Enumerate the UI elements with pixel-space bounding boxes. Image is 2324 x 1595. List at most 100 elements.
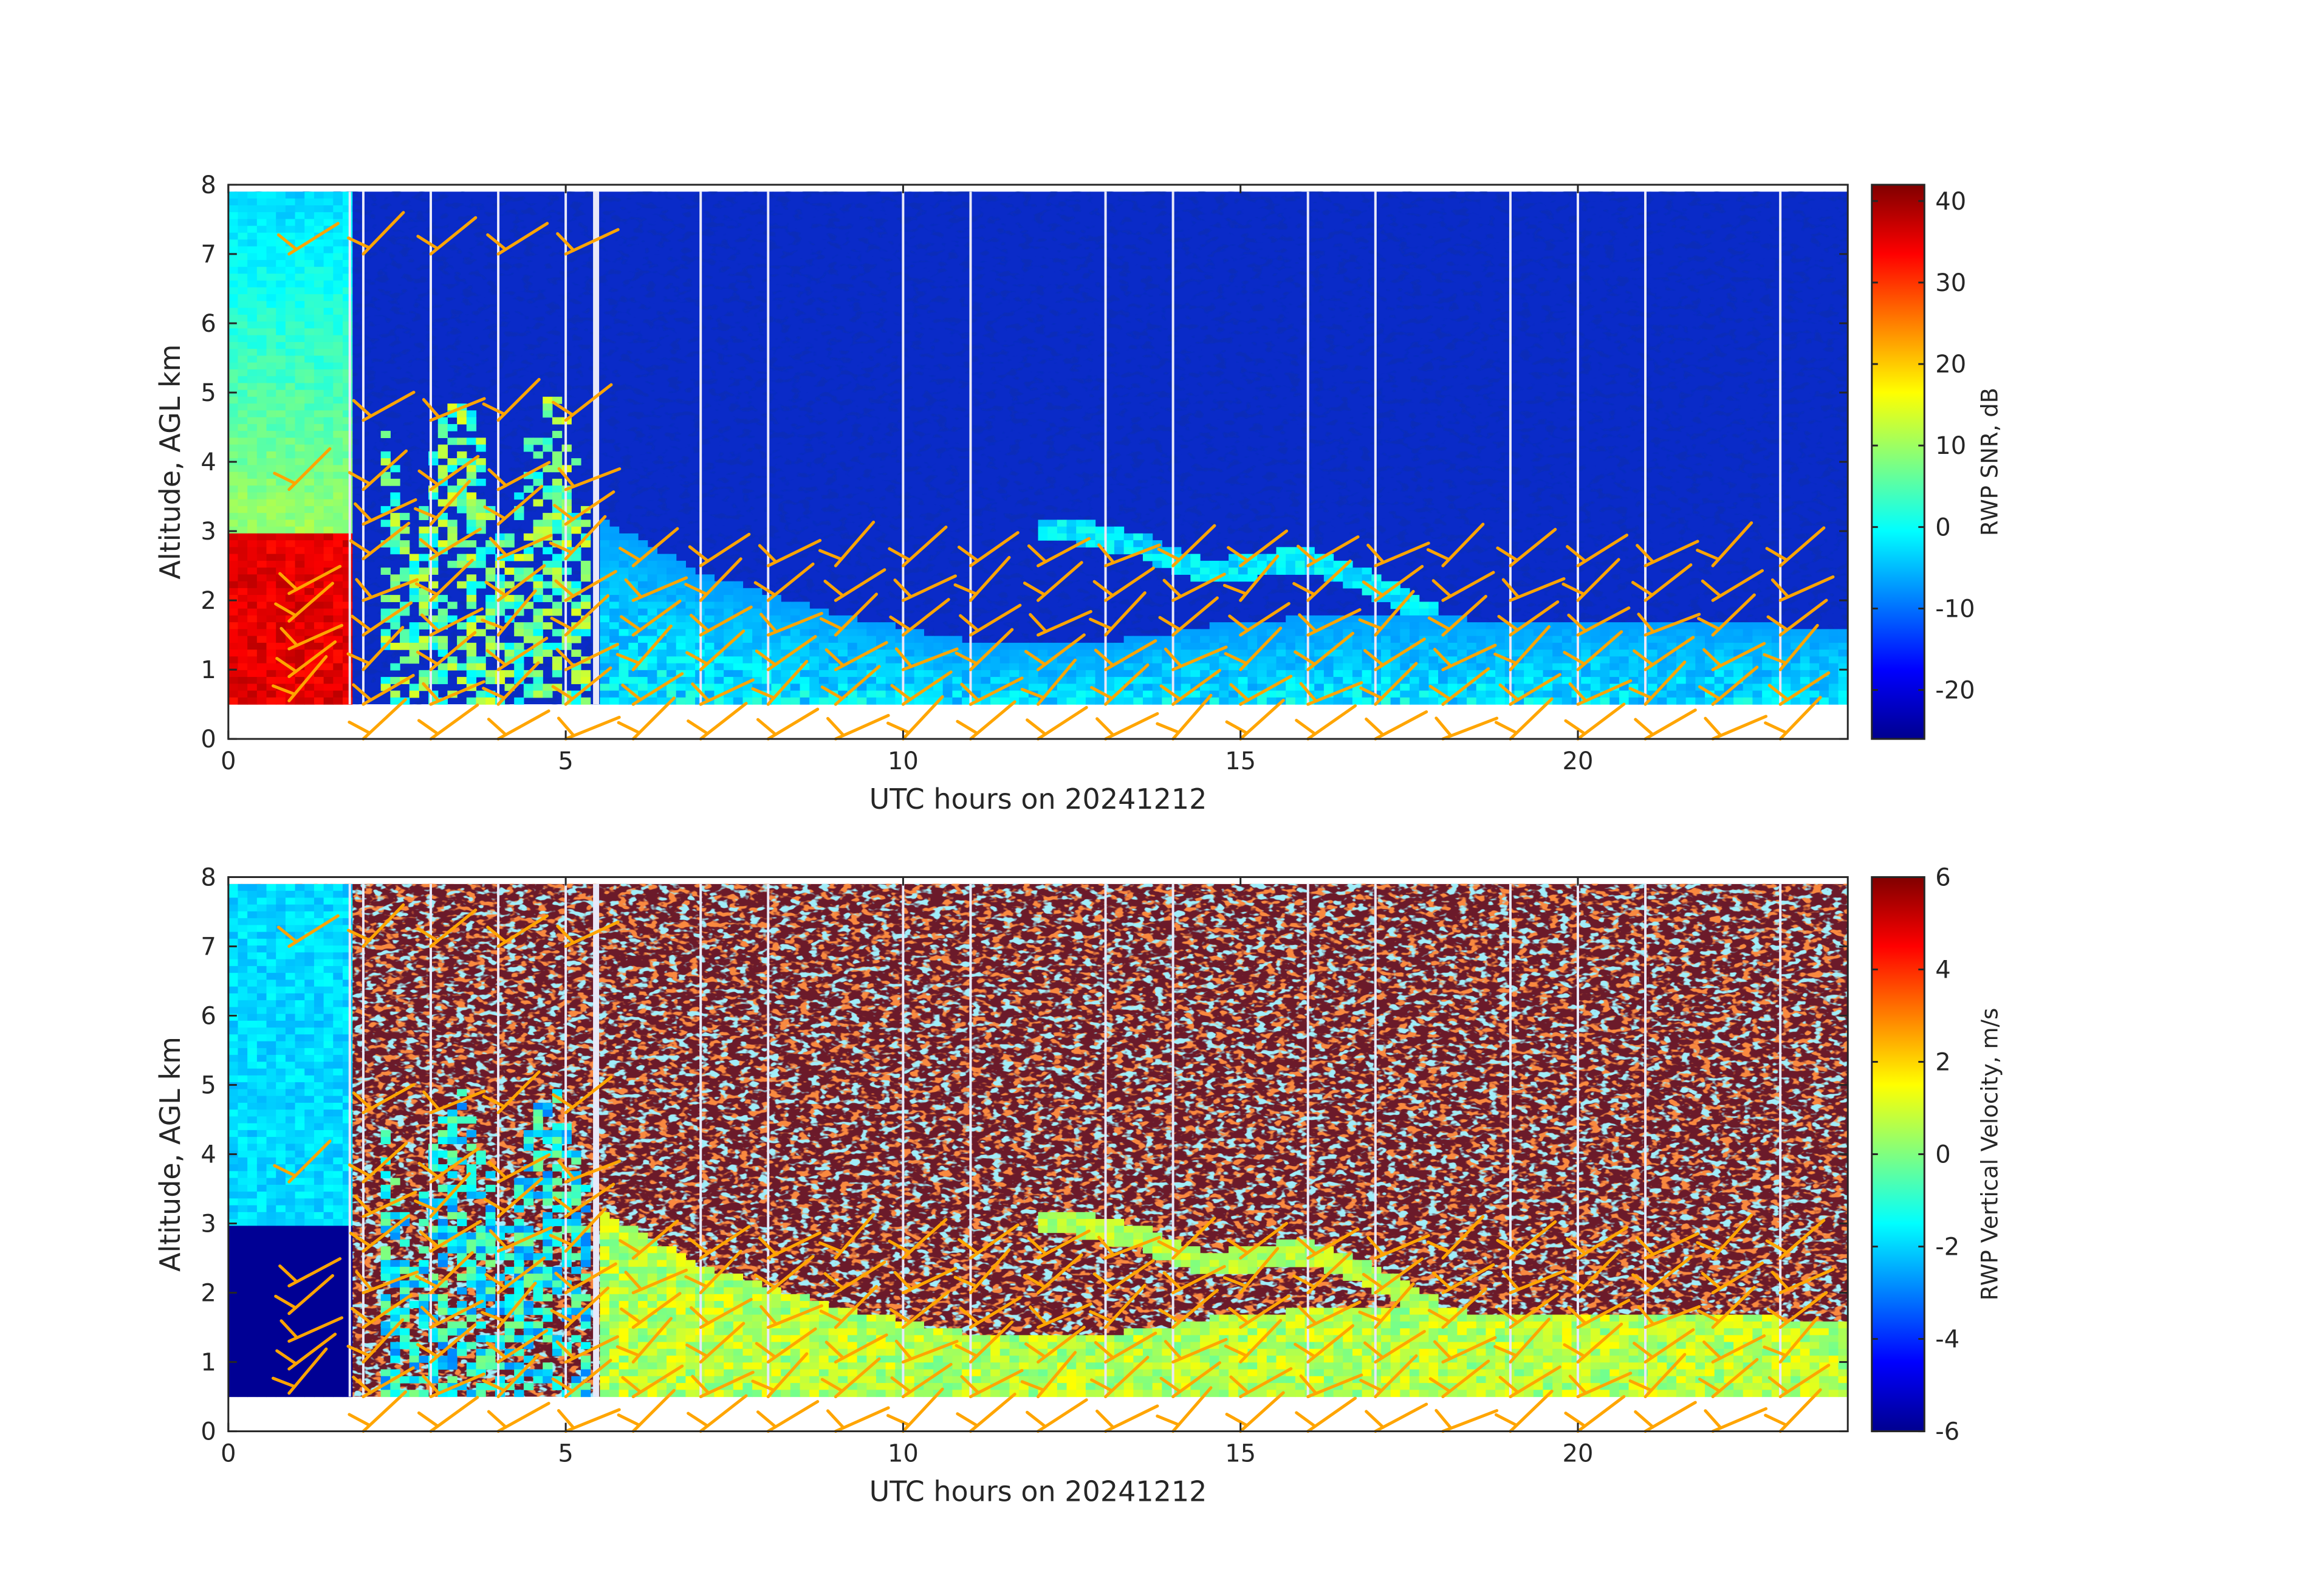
heatmap-cell: [256, 560, 267, 568]
heatmap-cell: [667, 670, 677, 677]
heatmap-cell: [1229, 560, 1239, 568]
heatmap-cell: [342, 533, 353, 541]
heatmap-cell: [1171, 642, 1182, 650]
heatmap-cell: [514, 506, 524, 513]
heatmap-cell: [523, 1137, 534, 1144]
heatmap-cell: [238, 253, 248, 261]
heatmap-cell: [647, 629, 657, 637]
heatmap-cell: [476, 1274, 486, 1281]
heatmap-cell: [1343, 677, 1353, 684]
heatmap-cell: [476, 1362, 486, 1370]
heatmap-cell: [247, 1007, 258, 1015]
heatmap-cell: [533, 533, 543, 541]
heatmap-cell: [314, 540, 324, 547]
heatmap-cell: [256, 1068, 267, 1076]
heatmap-cell: [1066, 663, 1077, 671]
heatmap-cell: [276, 383, 286, 391]
heatmap-cell: [256, 1219, 267, 1226]
heatmap-cell: [247, 212, 258, 220]
heatmap-cell: [342, 513, 353, 520]
heatmap-cell: [295, 1041, 305, 1049]
heatmap-cell: [1524, 642, 1534, 650]
heatmap-cell: [228, 431, 239, 438]
heatmap-cell: [266, 198, 276, 206]
heatmap-cell: [600, 526, 610, 534]
heatmap-cell: [428, 1144, 439, 1151]
heatmap-cell: [304, 1390, 315, 1398]
heatmap-cell: [238, 1102, 248, 1110]
heatmap-cell: [1076, 526, 1086, 534]
heatmap-cell: [342, 904, 353, 912]
heatmap-cell: [1229, 697, 1239, 705]
heatmap-cell: [752, 670, 763, 677]
heatmap-cell: [504, 642, 515, 650]
heatmap-cell: [476, 1150, 486, 1158]
heatmap-cell: [523, 629, 534, 637]
heatmap-cell: [266, 267, 276, 275]
heatmap-cell: [1200, 650, 1210, 657]
heatmap-cell: [333, 294, 343, 302]
heatmap-cell: [256, 225, 267, 233]
heatmap-cell: [466, 540, 477, 547]
heatmap-cell: [295, 1027, 305, 1035]
heatmap-cell: [1190, 560, 1201, 568]
heatmap-cell: [1733, 636, 1744, 643]
heatmap-cell: [437, 1232, 448, 1240]
heatmap-cell: [457, 1348, 467, 1356]
heatmap-cell: [495, 1274, 506, 1281]
heatmap-cell: [247, 697, 258, 705]
heatmap-cell: [323, 656, 334, 664]
heatmap-cell: [1486, 622, 1496, 629]
heatmap-cell: [266, 1348, 276, 1356]
heatmap-cell: [266, 259, 276, 267]
heatmap-cell: [437, 451, 448, 459]
heatmap-cell: [266, 959, 276, 967]
heatmap-cell: [437, 1335, 448, 1343]
heatmap-cell: [628, 533, 639, 541]
heatmap-cell: [304, 945, 315, 953]
heatmap-cell: [1514, 677, 1524, 684]
heatmap-cell: [266, 273, 276, 281]
heatmap-cell: [1076, 650, 1086, 657]
heatmap-cell: [295, 301, 305, 309]
heatmap-cell: [276, 191, 286, 199]
wind-barb-flag: [1299, 682, 1318, 703]
heatmap-cell: [742, 690, 753, 698]
heatmap-cell: [1133, 636, 1143, 643]
heatmap-cell: [256, 1089, 267, 1097]
heatmap-cell: [323, 1253, 334, 1261]
heatmap-cell: [1628, 622, 1639, 629]
heatmap-cell: [323, 904, 334, 912]
heatmap-cell: [390, 1178, 400, 1185]
heatmap-cell: [1286, 568, 1296, 575]
heatmap-cell: [1247, 642, 1258, 650]
heatmap-cell: [752, 684, 763, 691]
heatmap-cell: [809, 650, 820, 657]
heatmap-cell: [1676, 629, 1687, 637]
heatmap-cell: [1791, 677, 1801, 684]
heatmap-cell: [685, 636, 696, 643]
heatmap-cell: [628, 684, 639, 691]
heatmap-cell: [628, 650, 639, 657]
heatmap-cell: [228, 349, 239, 357]
heatmap-cell: [771, 650, 781, 657]
heatmap-cell: [1114, 533, 1125, 541]
heatmap-cell: [342, 1171, 353, 1179]
heatmap-cell: [247, 520, 258, 527]
heatmap-cell: [428, 1150, 439, 1158]
heatmap-cell: [323, 349, 334, 357]
heatmap-cell: [314, 656, 324, 664]
heatmap-cell: [342, 1280, 353, 1288]
heatmap-cell: [276, 219, 286, 227]
heatmap-cell: [228, 1164, 239, 1171]
heatmap-cell: [238, 225, 248, 233]
heatmap-cell: [333, 1328, 343, 1336]
heatmap-cell: [256, 369, 267, 377]
wind-barb-flag: [551, 685, 574, 701]
heatmap-cell: [1781, 656, 1791, 664]
heatmap-cell: [1352, 574, 1363, 582]
heatmap-cell: [1809, 697, 1820, 705]
heatmap-cell: [657, 602, 667, 609]
heatmap-cell: [285, 1232, 296, 1240]
heatmap-cell: [323, 1123, 334, 1131]
